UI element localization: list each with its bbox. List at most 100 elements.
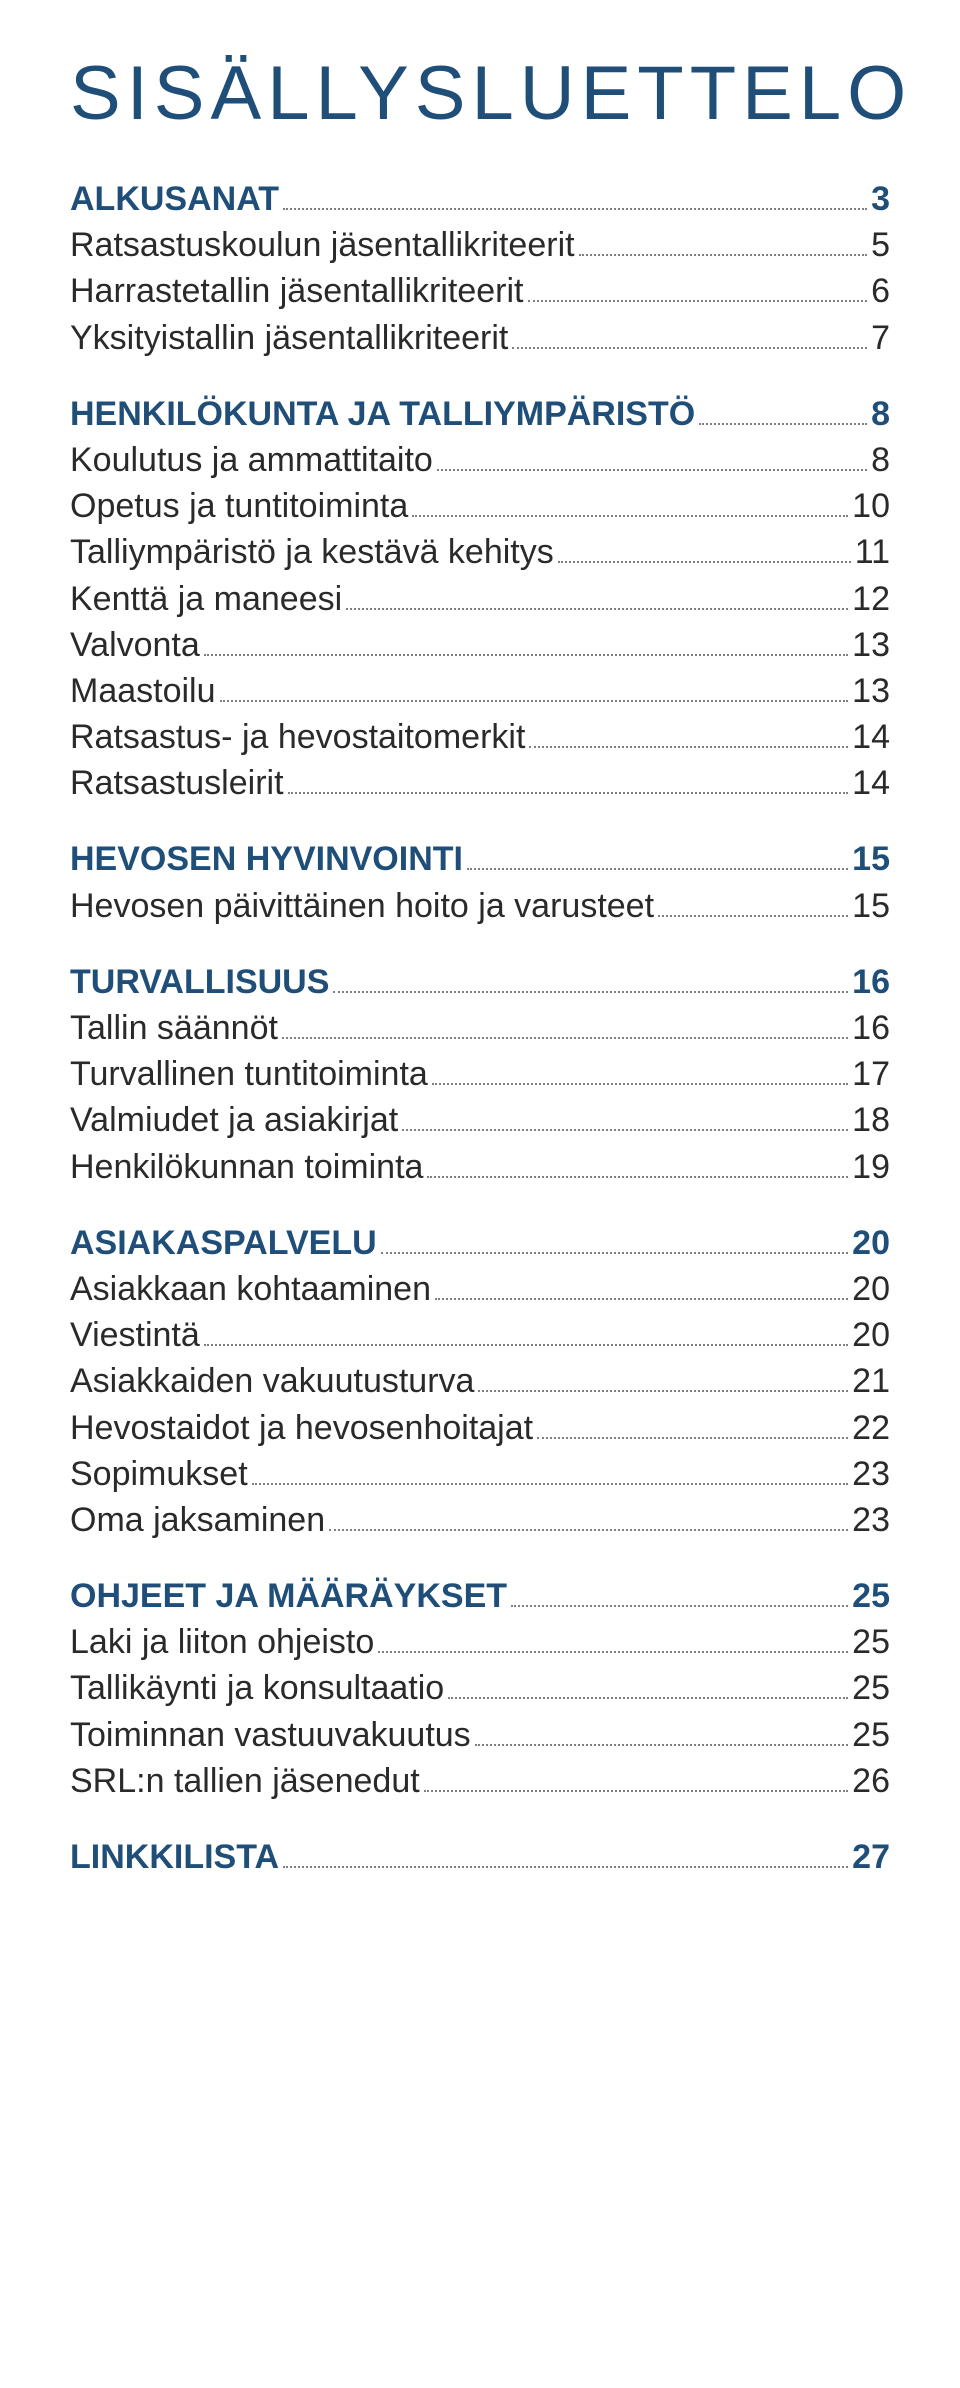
toc-item-label: Maastoilu [70,669,216,713]
toc-section-head: HEVOSEN HYVINVOINTI 15 [70,837,890,881]
leader-dots [435,1298,848,1300]
toc-item: Hevosen päivittäinen hoito ja varusteet1… [70,884,890,928]
toc-item-page: 6 [871,269,890,313]
toc-item-label: Harrastetallin jäsentallikriteerit [70,269,524,313]
toc-item-page: 12 [852,577,890,621]
toc-section-head: LINKKILISTA27 [70,1835,890,1879]
leader-dots [283,1866,848,1868]
toc-item: Ratsastus- ja hevostaitomerkit14 [70,715,890,759]
leader-dots [437,469,867,471]
toc-item: Laki ja liiton ohjeisto 25 [70,1620,890,1664]
section-head-page: 3 [871,177,890,221]
section-head-page: 15 [852,837,890,881]
leader-dots [427,1176,848,1178]
toc-item: Maastoilu 13 [70,669,890,713]
section-head-page: 8 [871,392,890,436]
toc-section-head: ALKUSANAT 3 [70,177,890,221]
section-head-label: ALKUSANAT [70,177,279,221]
leader-dots [402,1129,848,1131]
toc-item: Valvonta 13 [70,623,890,667]
toc-item: Sopimukset 23 [70,1452,890,1496]
toc-item-label: Valvonta [70,623,200,667]
section-head-label: OHJEET JA MÄÄRÄYKSET [70,1574,507,1618]
leader-dots [558,561,851,563]
leader-dots [528,300,868,302]
leader-dots [699,423,867,425]
section-head-page: 20 [852,1221,890,1265]
section-head-page: 16 [852,960,890,1004]
section-spacer [70,1805,890,1835]
toc-item-label: Kenttä ja maneesi [70,577,342,621]
toc-item-label: SRL:n tallien jäsenedut [70,1759,420,1803]
toc-item-page: 13 [852,669,890,713]
toc-item-label: Toiminnan vastuuvakuutus [70,1713,471,1757]
leader-dots [346,608,848,610]
toc-item-label: Ratsastusleirit [70,761,284,805]
leader-dots [412,515,848,517]
toc-item-page: 22 [852,1406,890,1450]
leader-dots [579,254,868,256]
leader-dots [512,347,867,349]
section-head-label: HEVOSEN HYVINVOINTI [70,837,463,881]
toc-item-page: 26 [852,1759,890,1803]
section-spacer [70,362,890,392]
toc-item: Viestintä20 [70,1313,890,1357]
toc-item-page: 23 [852,1452,890,1496]
section-head-page: 25 [852,1574,890,1618]
toc-item: Koulutus ja ammattitaito8 [70,438,890,482]
toc-item-label: Sopimukset [70,1452,248,1496]
toc-item: Toiminnan vastuuvakuutus 25 [70,1713,890,1757]
leader-dots [381,1252,849,1254]
leader-dots [475,1744,848,1746]
page-title: SISÄLLYSLUETTELO [70,50,890,137]
toc-item-page: 23 [852,1498,890,1542]
leader-dots [283,208,867,210]
leader-dots [658,915,848,917]
toc-item-page: 25 [852,1666,890,1710]
leader-dots [220,700,849,702]
toc-item-page: 16 [852,1006,890,1050]
section-spacer [70,930,890,960]
toc-item: Tallikäynti ja konsultaatio25 [70,1666,890,1710]
toc-item-page: 25 [852,1620,890,1664]
toc-section-head: OHJEET JA MÄÄRÄYKSET 25 [70,1574,890,1618]
leader-dots [378,1651,848,1653]
toc-item: Hevostaidot ja hevosenhoitajat 22 [70,1406,890,1450]
toc-item: Talliympäristö ja kestävä kehitys11 [70,530,890,574]
section-spacer [70,1544,890,1574]
toc-item-page: 25 [852,1713,890,1757]
leader-dots [282,1037,848,1039]
toc-item: Oma jaksaminen23 [70,1498,890,1542]
section-head-label: ASIAKASPALVELU [70,1221,377,1265]
leader-dots [432,1083,848,1085]
toc-item-label: Asiakkaan kohtaaminen [70,1267,431,1311]
toc-item: Ratsastusleirit14 [70,761,890,805]
toc-item-label: Laki ja liiton ohjeisto [70,1620,374,1664]
toc-item-label: Turvallinen tuntitoiminta [70,1052,428,1096]
toc-item-page: 14 [852,715,890,759]
leader-dots [467,868,848,870]
toc-item: SRL:n tallien jäsenedut 26 [70,1759,890,1803]
leader-dots [537,1437,848,1439]
toc-item-page: 13 [852,623,890,667]
toc-item-page: 7 [871,316,890,360]
toc-item-page: 21 [852,1359,890,1403]
toc-item-page: 10 [852,484,890,528]
toc-item-page: 15 [852,884,890,928]
leader-dots [529,746,848,748]
toc-item: Asiakkaan kohtaaminen20 [70,1267,890,1311]
toc-item-label: Yksityistallin jäsentallikriteerit [70,316,508,360]
toc-item: Valmiudet ja asiakirjat18 [70,1098,890,1142]
toc-item: Asiakkaiden vakuutusturva21 [70,1359,890,1403]
toc-section-head: HENKILÖKUNTA JA TALLIYMPÄRISTÖ 8 [70,392,890,436]
toc-item-page: 20 [852,1313,890,1357]
section-head-page: 27 [852,1835,890,1879]
toc-item-label: Tallin säännöt [70,1006,278,1050]
toc-item-label: Henkilökunnan toiminta [70,1145,423,1189]
leader-dots [252,1483,849,1485]
toc-item-page: 18 [852,1098,890,1142]
toc-item: Turvallinen tuntitoiminta17 [70,1052,890,1096]
toc-item-label: Hevostaidot ja hevosenhoitajat [70,1406,533,1450]
section-head-label: HENKILÖKUNTA JA TALLIYMPÄRISTÖ [70,392,695,436]
section-spacer [70,807,890,837]
